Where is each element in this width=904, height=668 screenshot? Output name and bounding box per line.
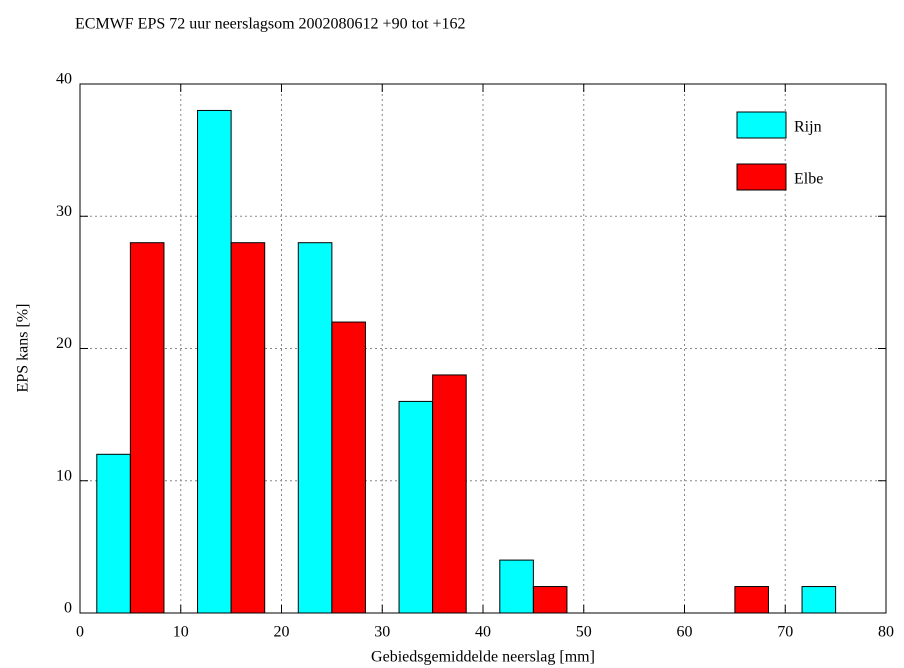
legend-swatch (736, 111, 787, 139)
x-tick-label: 40 (475, 624, 491, 641)
bar (398, 400, 434, 614)
bar (801, 586, 837, 614)
x-tick-label: 30 (374, 624, 390, 641)
bar (230, 242, 266, 614)
x-tick-label: 60 (677, 624, 693, 641)
x-tick-label: 80 (878, 624, 894, 641)
bar (734, 586, 769, 614)
x-tick-label: 0 (76, 624, 84, 641)
bar (499, 559, 534, 614)
legend-label: Elbe (794, 171, 823, 188)
bar (129, 242, 165, 614)
bar (297, 242, 333, 614)
y-tick-label: 30 (56, 203, 72, 220)
bar (532, 586, 568, 614)
x-tick-label: 10 (173, 624, 189, 641)
y-tick-label: 20 (56, 335, 72, 352)
bar (331, 321, 366, 614)
x-axis-label: Gebiedsgemiddelde neerslag [mm] (371, 649, 595, 666)
legend-label: Rijn (794, 119, 822, 136)
x-tick-label: 20 (274, 624, 290, 641)
bar (432, 374, 467, 614)
x-tick-label: 50 (576, 624, 592, 641)
y-tick-label: 40 (56, 71, 72, 88)
y-axis-label: EPS kans [%] (15, 304, 32, 393)
x-tick-label: 70 (777, 624, 793, 641)
chart-title: ECMWF EPS 72 uur neerslagsom 2002080612 … (75, 16, 465, 33)
y-tick-label: 10 (56, 467, 72, 484)
bar (197, 109, 232, 614)
plot-frame (79, 83, 887, 614)
y-tick-label: 0 (64, 600, 72, 617)
bar (96, 453, 131, 614)
legend-swatch (736, 163, 787, 191)
